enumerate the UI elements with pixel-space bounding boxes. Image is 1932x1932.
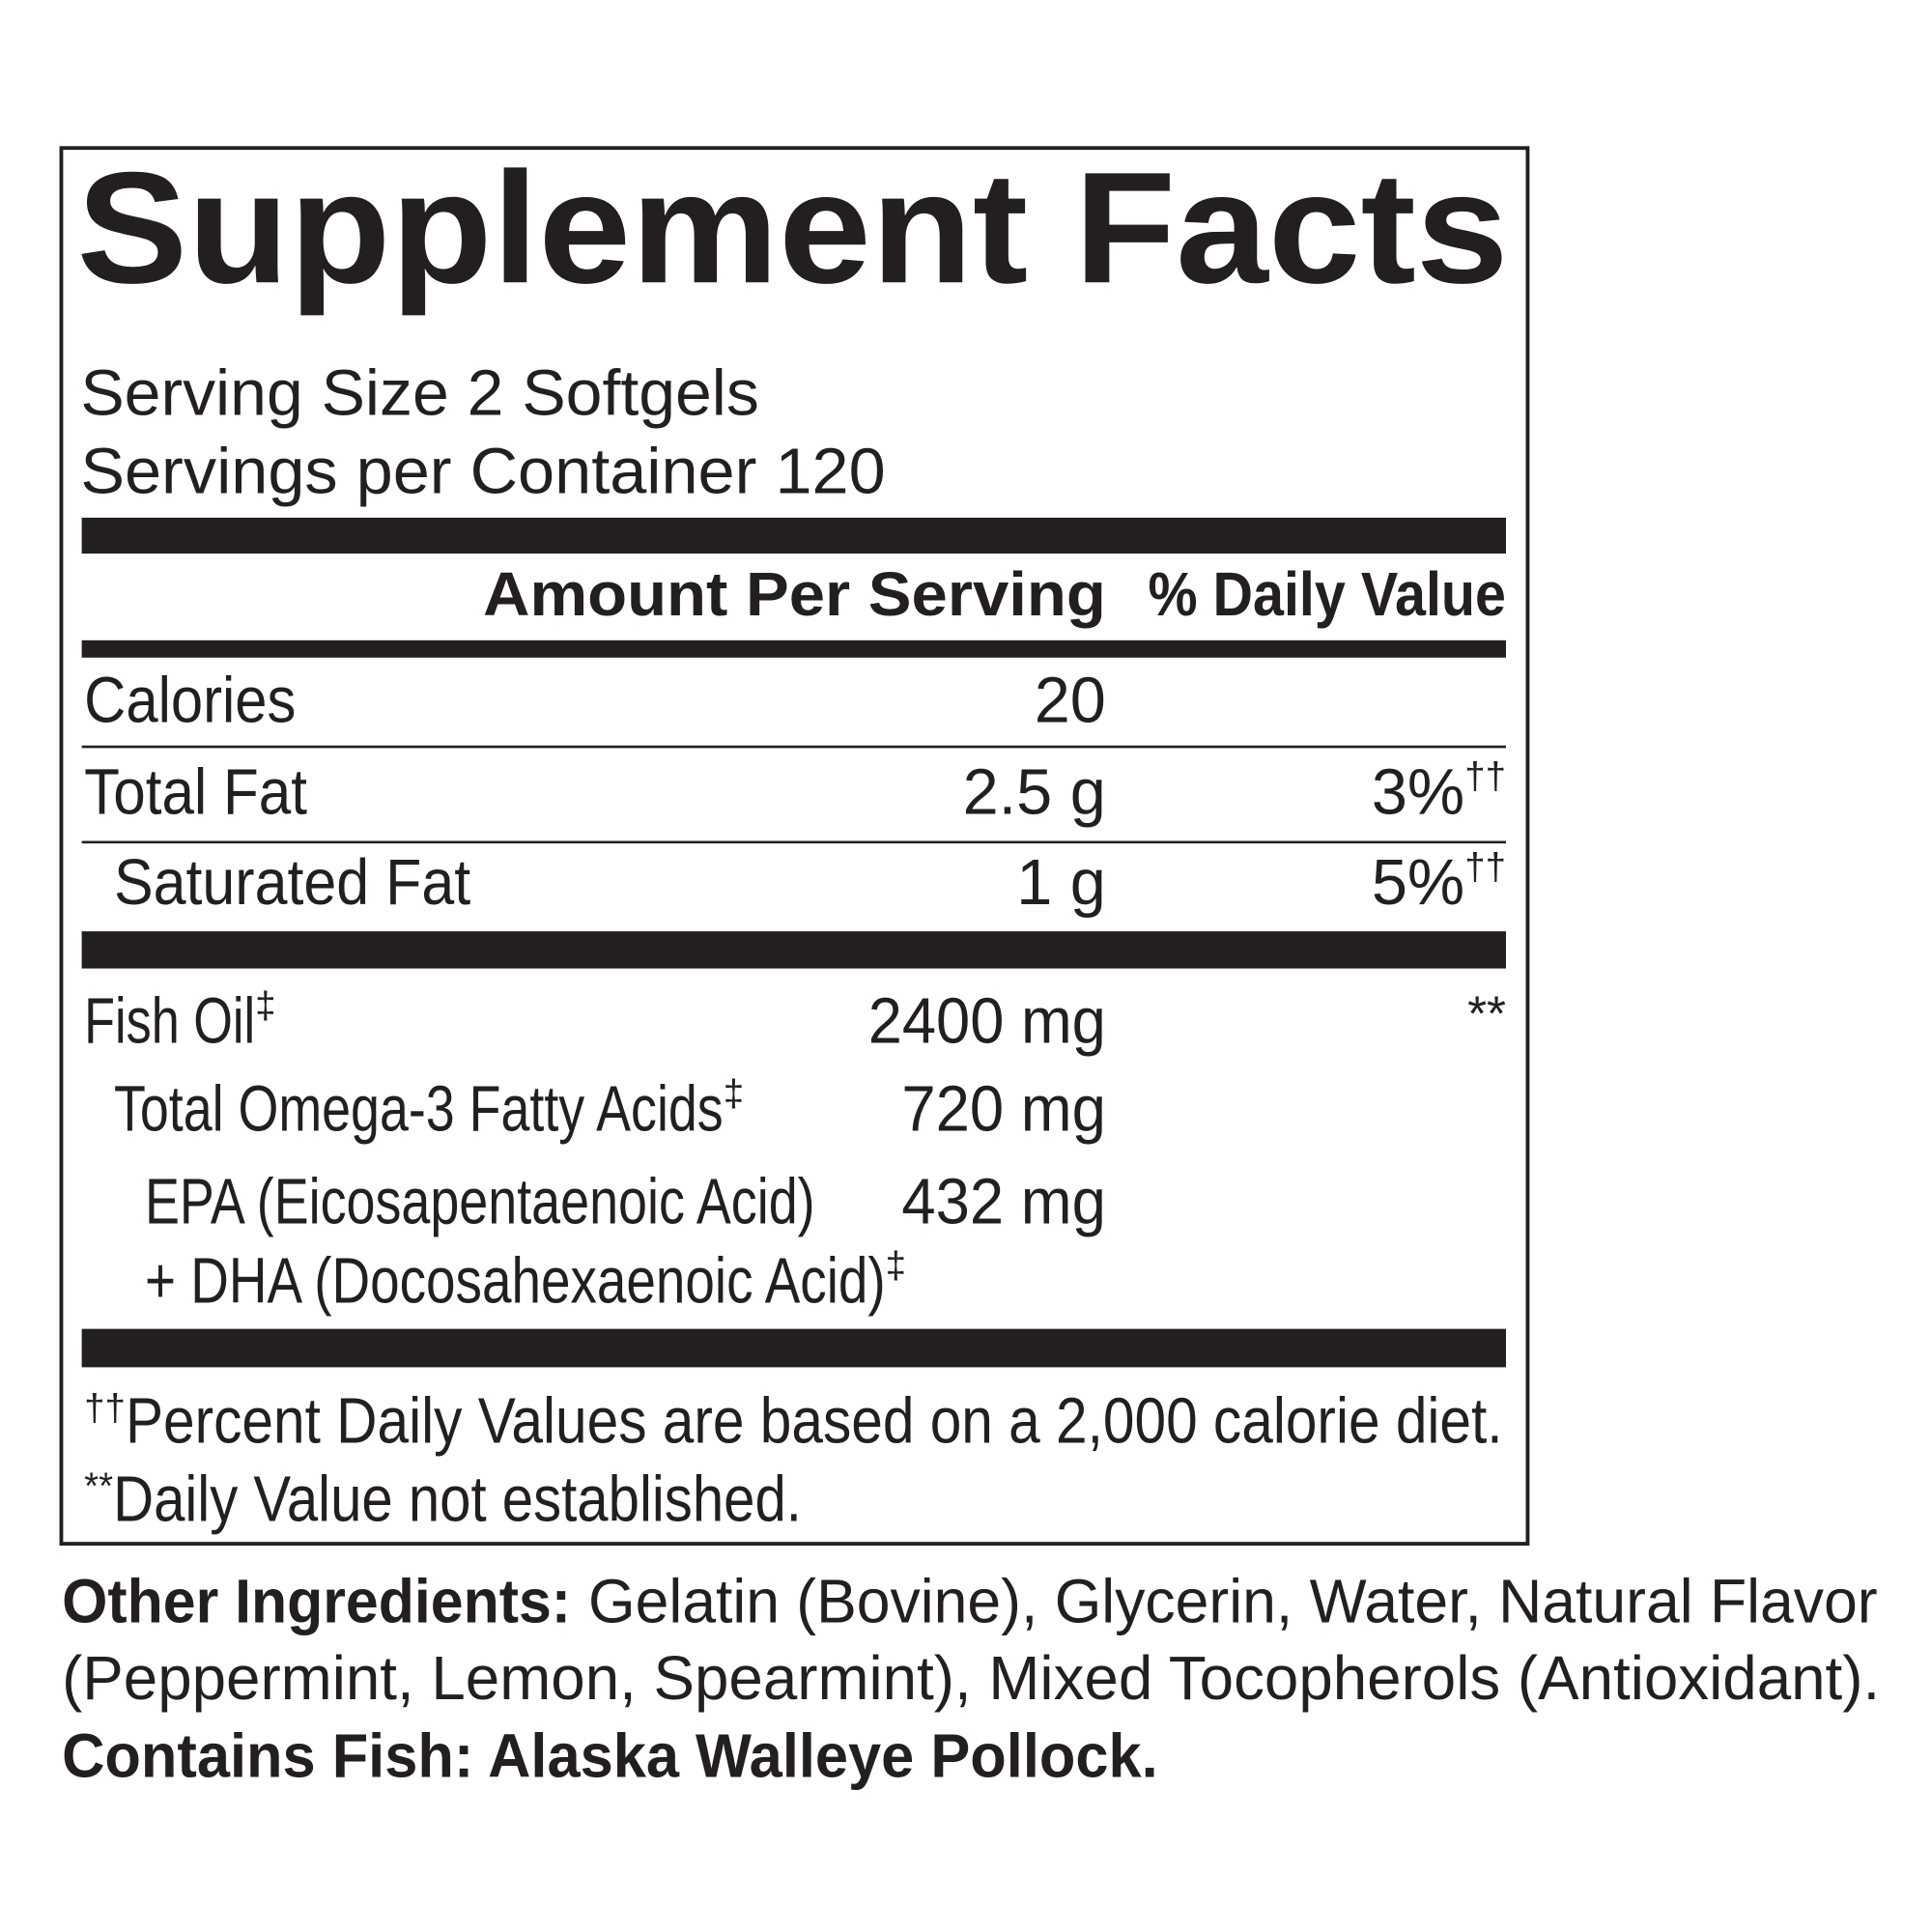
row-amount: 2400 mg: [868, 985, 1106, 1057]
daily-value: 5%: [1372, 847, 1464, 919]
footnote-mark: ‡: [255, 985, 275, 1027]
daily-value: 3%: [1372, 756, 1464, 828]
ingredient-name: Total Omega-3 Fatty Acids: [114, 1074, 724, 1146]
footnote-mark: ‡: [886, 1245, 906, 1287]
ingredient-name: Fish Oil: [84, 985, 255, 1057]
row-name: Total Omega-3 Fatty Acids‡: [114, 1073, 744, 1146]
allergen-statement: Contains Fish: Alaska Walleye Pollock.: [62, 1721, 1158, 1791]
row-amount: 2.5 g: [963, 756, 1106, 828]
row-name: Total Fat: [84, 756, 307, 828]
footnote-text: Percent Daily Values are based on a 2,00…: [126, 1386, 1503, 1458]
row-name: Calories: [84, 665, 296, 736]
ingredients-text: Gelatin (Bovine), Glycerin, Water, Natur…: [588, 1566, 1878, 1635]
row-amount: 1 g: [1016, 847, 1106, 919]
column-header: Amount Per Serving: [483, 559, 1106, 629]
footnote-mark: ‡: [724, 1073, 744, 1115]
divider-thick: [81, 517, 1506, 554]
row-daily-value: **: [1467, 986, 1506, 1041]
row-name: EPA (Eicosapentaenoic Acid): [145, 1167, 815, 1238]
ingredient-name: + DHA (Docosahexaenoic Acid): [145, 1246, 886, 1318]
footnote-mark: ††: [1464, 846, 1506, 888]
servings-per-container: Servings per Container 120: [80, 436, 885, 507]
serving-size: Serving Size 2 Softgels: [80, 357, 759, 429]
row-amount: 20: [1035, 665, 1106, 736]
row-amount: 432 mg: [901, 1167, 1106, 1238]
divider-medium: [81, 639, 1506, 658]
row-name: Fish Oil‡: [84, 985, 275, 1058]
row-daily-value: 5%††: [1372, 846, 1506, 919]
column-header: % Daily Value: [1148, 559, 1506, 629]
ingredients-label: Other Ingredients:: [62, 1566, 571, 1635]
divider-thick: [81, 1328, 1506, 1368]
divider-thick: [81, 931, 1506, 969]
row-name: Saturated Fat: [114, 847, 471, 919]
ingredients-text: (Peppermint, Lemon, Spearmint), Mixed To…: [62, 1643, 1880, 1713]
row-daily-value: 3%††: [1372, 756, 1506, 829]
footnote: ††Percent Daily Values are based on a 2,…: [84, 1386, 1502, 1458]
footnote-mark: ††: [1464, 756, 1506, 798]
title: Supplement Facts: [76, 138, 1508, 316]
label-border: [59, 146, 1530, 1546]
footnote: **Daily Value not established.: [84, 1463, 802, 1535]
row-name: + DHA (Docosahexaenoic Acid)‡: [145, 1245, 906, 1318]
footnote-mark: **: [84, 1465, 113, 1507]
footnote-mark: ††: [84, 1388, 126, 1430]
footnote-text: Daily Value not established.: [113, 1463, 802, 1535]
row-amount: 720 mg: [901, 1074, 1106, 1146]
other-ingredients: Other Ingredients: Gelatin (Bovine), Glyc…: [62, 1566, 1877, 1635]
